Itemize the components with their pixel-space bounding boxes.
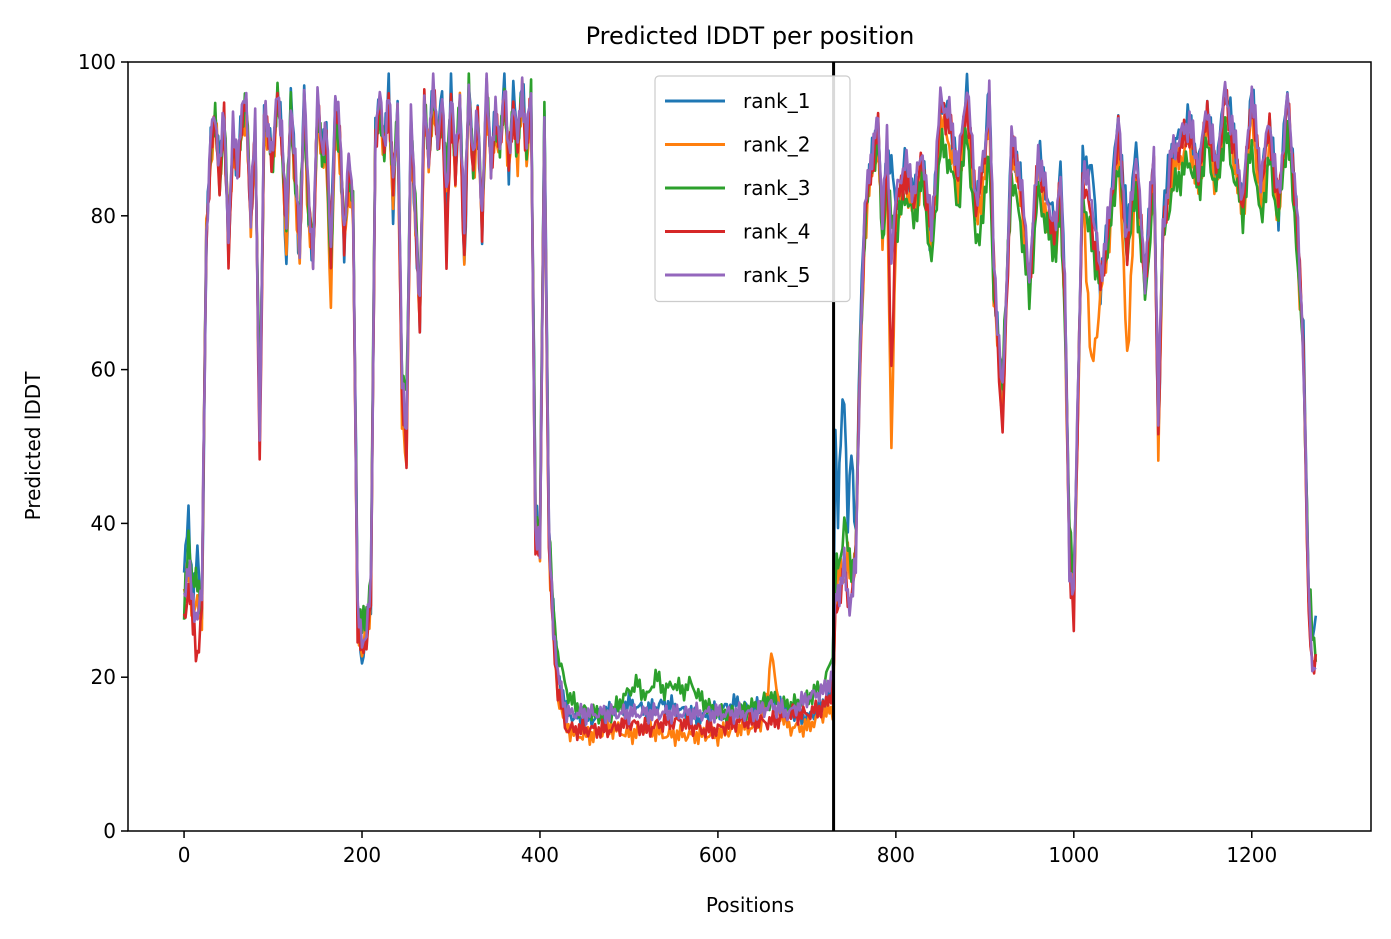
plot-frame	[127, 61, 1372, 832]
chart-title: Predicted lDDT per position	[586, 22, 915, 50]
legend-label: rank_2	[743, 133, 810, 157]
x-tick-label: 1200	[1226, 843, 1277, 867]
y-tick-label: 80	[91, 204, 116, 228]
x-axis-ticks: 0 200 400 600 800 1000 1200	[178, 831, 1277, 867]
y-tick-label: 60	[91, 358, 116, 382]
plot-lines	[182, 72, 1318, 748]
series-line-rank_5	[182, 72, 1317, 726]
x-tick-label: 200	[343, 843, 381, 867]
y-axis-ticks: 0 20 40 60 80 100	[78, 50, 128, 843]
x-tick-label: 600	[699, 843, 737, 867]
x-tick-label: 1000	[1048, 843, 1099, 867]
y-tick-label: 40	[91, 511, 116, 535]
x-tick-label: 800	[877, 843, 915, 867]
x-tick-label: 400	[521, 843, 559, 867]
x-axis-label: Positions	[706, 893, 794, 917]
y-tick-label: 20	[91, 665, 116, 689]
legend-label: rank_5	[743, 263, 810, 287]
x-tick-label: 0	[178, 843, 191, 867]
legend-label: rank_4	[743, 220, 810, 244]
legend-label: rank_3	[743, 176, 810, 200]
legend-label: rank_1	[743, 89, 810, 113]
y-tick-label: 0	[103, 819, 116, 843]
legend: rank_1 rank_2 rank_3 rank_4 rank_5	[654, 75, 851, 303]
y-axis-label: Predicted lDDT	[21, 371, 45, 521]
legend-box	[654, 75, 851, 303]
y-tick-label: 100	[78, 50, 116, 74]
